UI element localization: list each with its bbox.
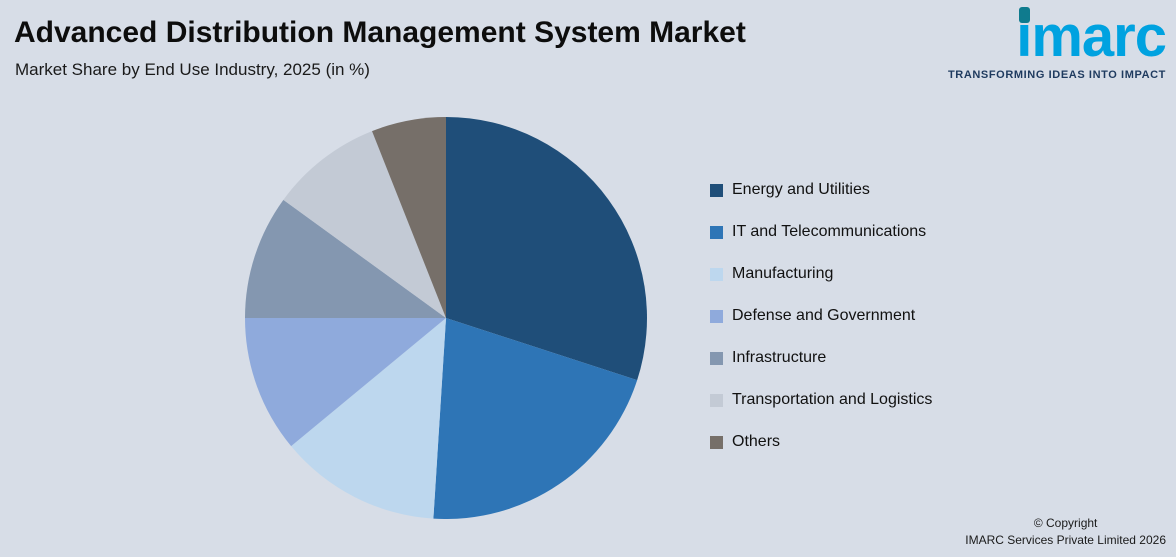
legend-swatch xyxy=(710,435,723,449)
imarc-logo-dot-icon xyxy=(1019,7,1031,23)
pie-slice-energy-and-utilities xyxy=(446,117,647,381)
pie-slice-defense-and-government xyxy=(245,318,446,447)
page-subtitle: Market Share by End Use Industry, 2025 (… xyxy=(15,60,370,79)
legend-item: Energy and Utilities xyxy=(710,178,932,202)
legend-swatch xyxy=(710,267,723,281)
chart-legend: Energy and Utilities IT and Telecommunic… xyxy=(710,178,932,454)
pie-slice-manufacturing xyxy=(291,318,446,519)
legend-label: Others xyxy=(732,433,781,450)
legend-label: Transportation and Logistics xyxy=(732,391,933,408)
legend-swatch xyxy=(710,351,723,365)
legend-item: Transportation and Logistics xyxy=(710,388,932,412)
imarc-logo-tagline: TRANSFORMING IDEAS INTO IMPACT xyxy=(947,69,1166,81)
legend-swatch xyxy=(710,183,723,197)
page-title: Advanced Distribution Management System … xyxy=(14,16,746,49)
pie-slice-others xyxy=(372,117,446,318)
copyright-line2: IMARC Services Private Limited 2026 xyxy=(965,533,1166,547)
pie-chart-container xyxy=(245,117,647,520)
legend-label: Manufacturing xyxy=(732,265,834,282)
imarc-logo: imarc TRANSFORMING IDEAS INTO IMPACT xyxy=(947,7,1167,81)
legend-swatch xyxy=(710,225,723,239)
legend-swatch xyxy=(710,393,723,407)
legend-item: Infrastructure xyxy=(710,346,932,370)
copyright-line1: © Copyright xyxy=(1033,516,1098,530)
pie-slice-transportation-and-logistics xyxy=(283,131,446,318)
pie-slice-infrastructure xyxy=(245,199,446,318)
legend-label: IT and Telecommunications xyxy=(732,223,927,240)
pie-chart xyxy=(245,117,647,520)
legend-item: Defense and Government xyxy=(710,304,932,328)
pie-slice-it-and-telecommunications xyxy=(433,318,638,520)
legend-item: IT and Telecommunications xyxy=(710,220,932,244)
legend-swatch xyxy=(710,309,723,323)
legend-label: Energy and Utilities xyxy=(732,181,870,198)
legend-item: Others xyxy=(710,430,932,454)
legend-label: Defense and Government xyxy=(732,307,916,324)
legend-label: Infrastructure xyxy=(732,349,827,366)
imarc-logo-text: imarc xyxy=(1016,4,1167,69)
legend-item: Manufacturing xyxy=(710,262,932,286)
copyright-notice: © Copyright IMARC Services Private Limit… xyxy=(965,515,1166,549)
imarc-logo-wordmark: imarc xyxy=(1016,7,1167,66)
